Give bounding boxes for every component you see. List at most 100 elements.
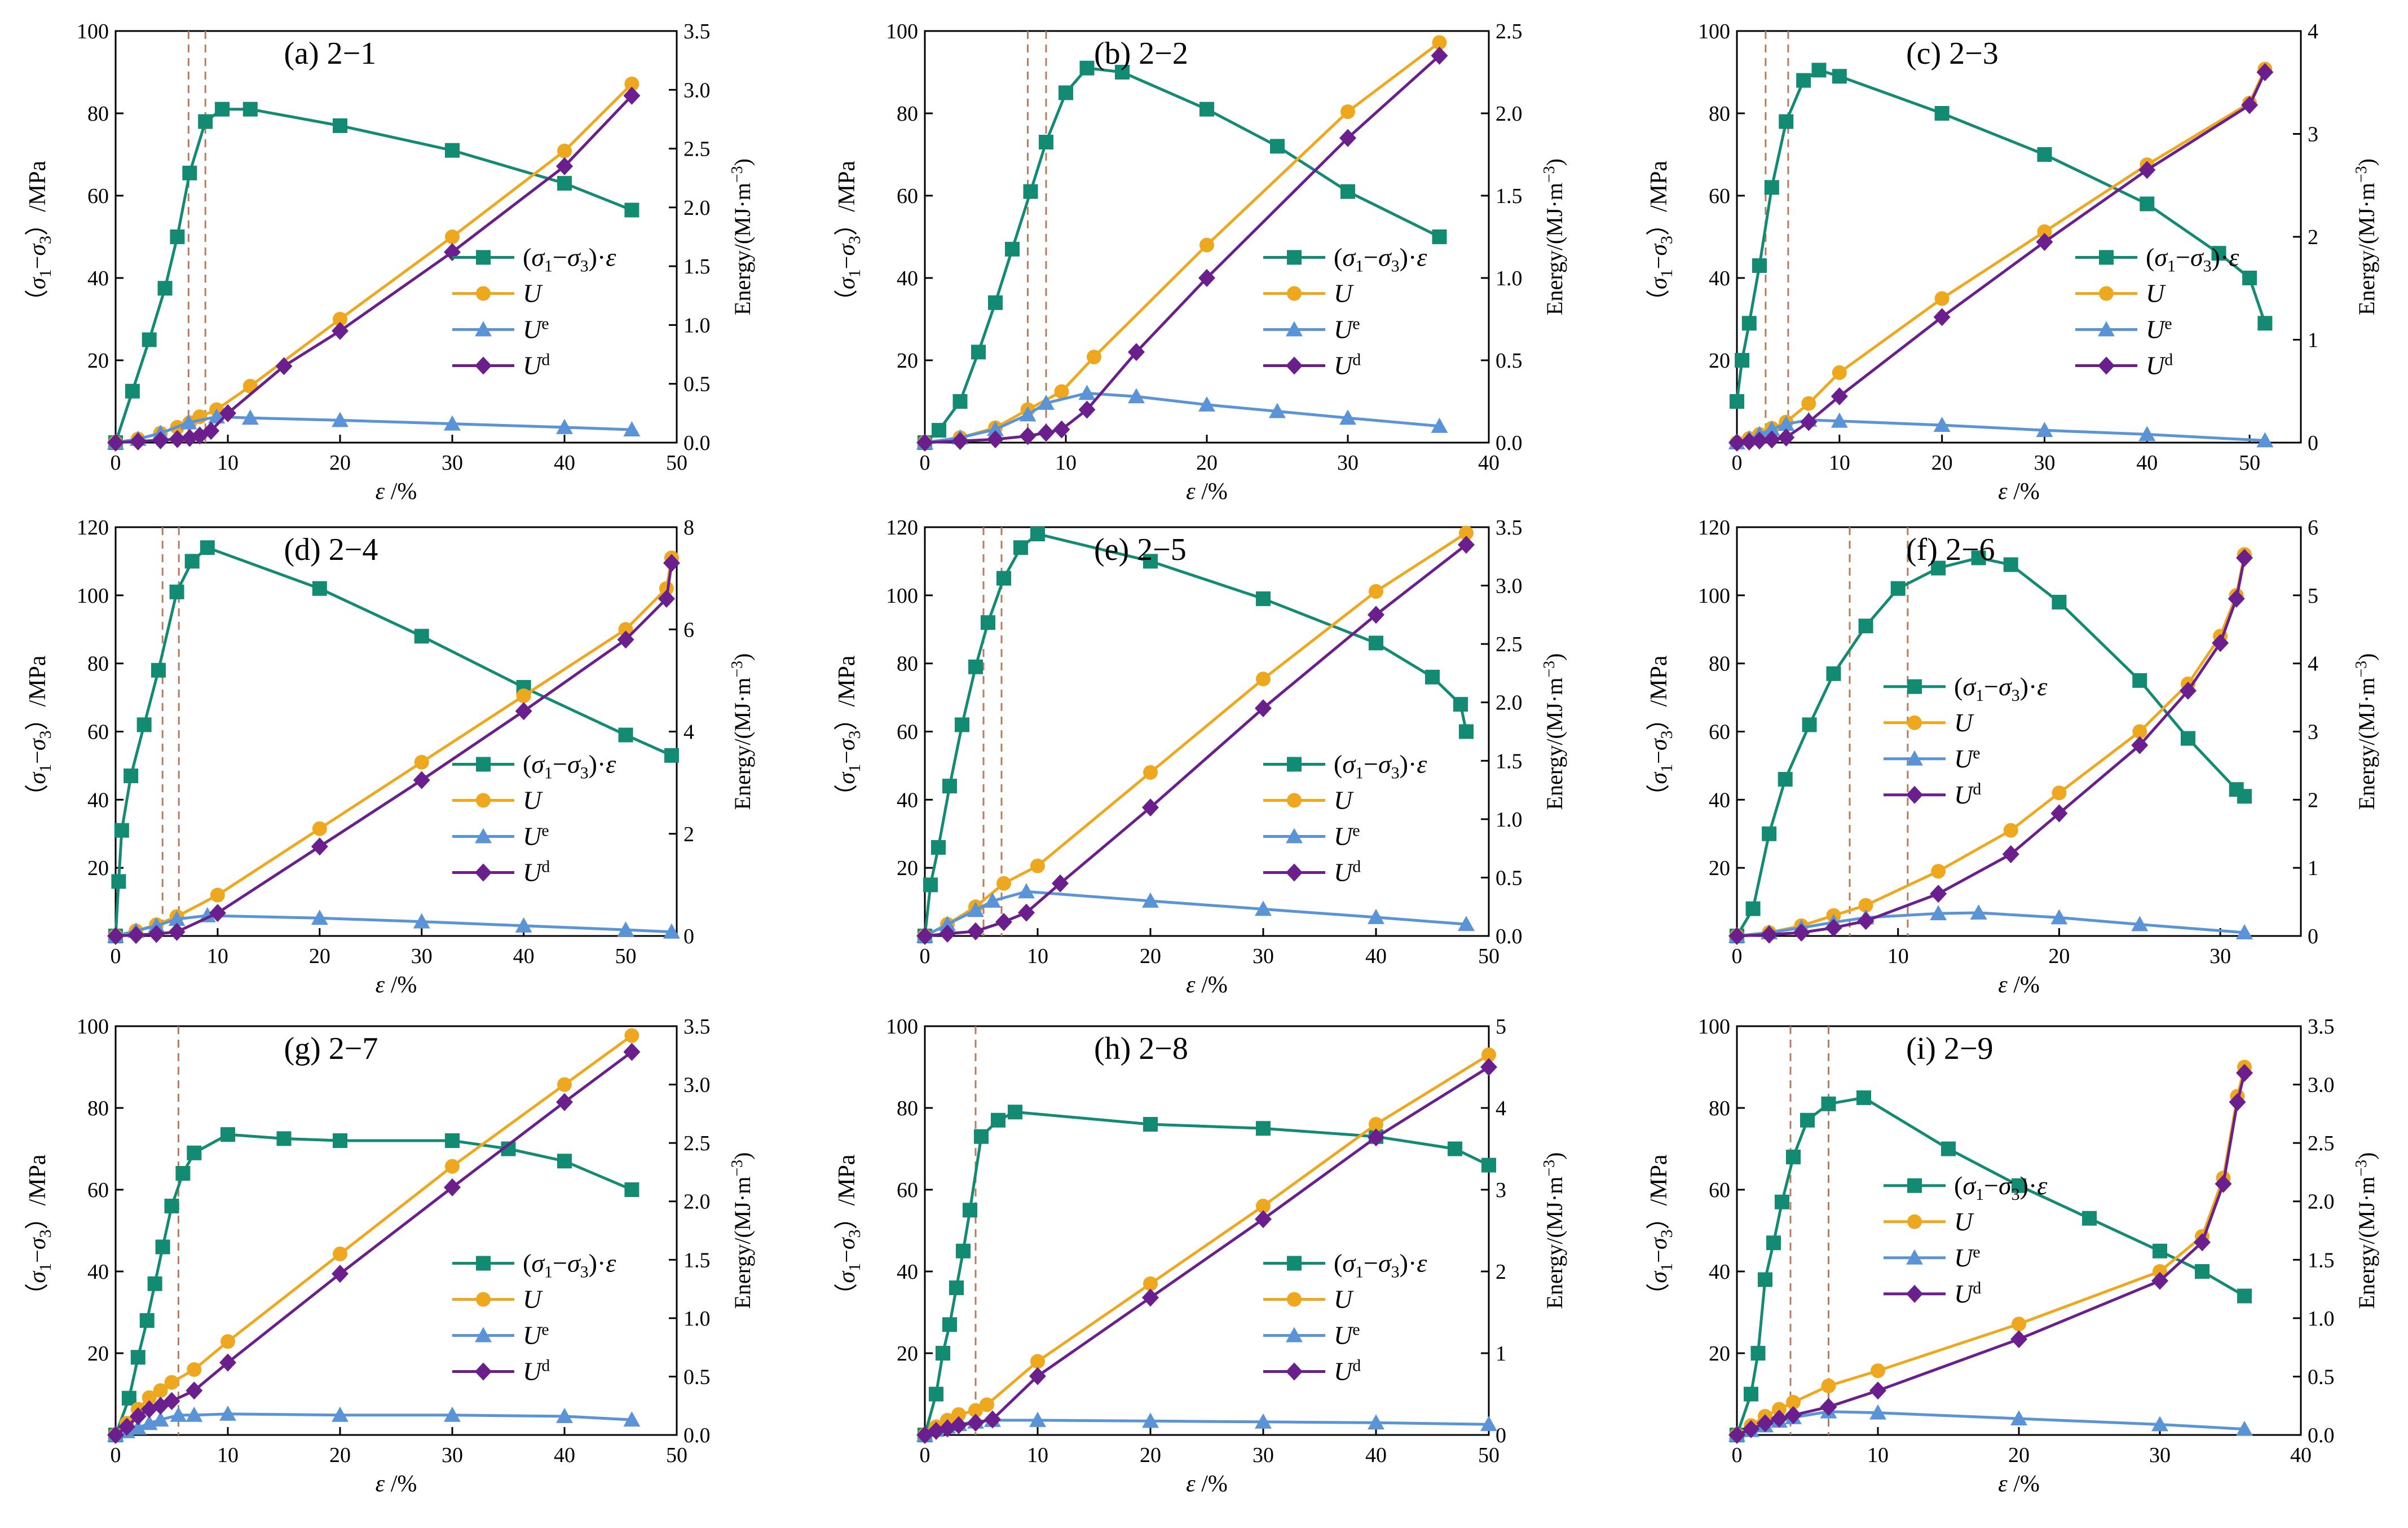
data-point-ud: [951, 432, 969, 451]
data-point-u: [333, 1246, 347, 1261]
x-tick-label: 30: [1252, 944, 1274, 968]
data-point-ud: [967, 922, 984, 940]
y-axis-label: （σ1−σ3）/MPa: [1646, 161, 1676, 313]
data-point-stress: [2195, 1264, 2209, 1279]
data-point-u: [1369, 1117, 1383, 1132]
legend-marker-u: [476, 1292, 491, 1307]
y2-tick-label: 2.5: [683, 138, 711, 161]
data-point-ud: [916, 434, 933, 452]
data-point-stress: [1826, 666, 1841, 681]
data-point-stress: [2052, 594, 2067, 610]
legend-label-u: U: [523, 279, 543, 308]
legend: (σ1−σ3)·ε U Ue Ud: [1263, 243, 1427, 380]
data-point-ud: [186, 1381, 203, 1400]
data-point-u: [618, 622, 633, 637]
y2-axis-label: Energy/(MJ·m−3): [2353, 653, 2379, 810]
data-point-stress: [445, 143, 460, 158]
data-point-ue: [1933, 416, 1951, 432]
y-tick-label: 60: [897, 184, 918, 208]
data-point-ue: [413, 913, 430, 929]
legend-entry-stress: (σ1−σ3)·ε: [1884, 672, 2048, 705]
data-point-stress: [996, 571, 1011, 586]
series-ud: [107, 554, 680, 945]
data-point-stress: [130, 1350, 145, 1365]
x-tick-label: 30: [442, 1443, 463, 1467]
y-axis-label: （σ1−σ3）/MPa: [1646, 1154, 1676, 1307]
legend-label-ud: Ud: [523, 1357, 550, 1386]
legend-label-ud: Ud: [1954, 1279, 1981, 1308]
y-tick-label: 60: [87, 1178, 109, 1202]
y-tick-label: 80: [1709, 652, 1730, 676]
data-point-ud: [311, 837, 328, 856]
data-point-stress: [164, 1199, 179, 1213]
data-point-ud: [1052, 874, 1069, 893]
chart-title: (c) 2−3: [1906, 36, 1999, 71]
legend-label-ud: Ud: [1334, 858, 1361, 887]
data-point-u: [2132, 724, 2147, 739]
svg-text:Energy/(MJ·m−3): Energy/(MJ·m−3): [729, 653, 755, 810]
series-line-ud: [1735, 556, 2246, 938]
chart-title: (a) 2−1: [284, 36, 377, 71]
data-point-stress: [932, 423, 946, 438]
data-point-ue: [1831, 412, 1848, 428]
svg-text:（σ1−σ3）/MPa: （σ1−σ3）/MPa: [25, 161, 55, 313]
y2-axis-label: Energy/(MJ·m−3): [2353, 1152, 2379, 1309]
data-point-ud: [1763, 430, 1780, 449]
data-point-u: [142, 1390, 157, 1405]
legend-entry-ue: Ue: [1263, 1321, 1360, 1350]
x-tick-label: 0: [1732, 451, 1743, 475]
plot-frame: [114, 526, 678, 937]
svg-text:Energy/(MJ·m−3): Energy/(MJ·m−3): [729, 158, 755, 315]
y2-tick-label: 3.0: [683, 78, 711, 102]
y-tick-label: 100: [886, 1015, 918, 1039]
data-point-u: [557, 143, 572, 158]
series-line-ue: [1735, 418, 2266, 444]
x-tick-label: 20: [1140, 1443, 1161, 1467]
x-axis-label: ε /%: [1998, 479, 2040, 505]
data-point-ud: [1480, 1058, 1497, 1076]
data-point-stress: [333, 118, 347, 133]
data-point-ue: [180, 414, 197, 430]
y2-tick-label: 0.5: [683, 1365, 711, 1389]
data-point-stress: [312, 581, 327, 596]
data-point-ud: [984, 1410, 1001, 1429]
legend-marker-stress: [1287, 757, 1302, 772]
data-point-stress: [142, 332, 157, 347]
x-tick-label: 0: [920, 944, 930, 968]
svg-text:（σ1−σ3）/MPa: （σ1−σ3）/MPa: [834, 1154, 864, 1307]
legend-label-ud: Ud: [1954, 780, 1981, 809]
data-point-u: [2012, 1317, 2026, 1332]
data-point-ue: [1869, 1404, 1886, 1420]
data-point-ud: [2194, 1233, 2211, 1252]
chart-title: (h) 2−8: [1094, 1031, 1188, 1066]
legend-marker-u: [476, 286, 491, 301]
chart-panel-1: 0 10 20 30 40 50 20 40 60 80 100 0.0 0.5 1.0 1.5 2.0 2.5…: [25, 20, 755, 505]
data-point-ue: [2010, 1410, 2027, 1425]
data-point-ue: [1128, 388, 1145, 404]
data-point-ue: [1368, 908, 1384, 924]
x-tick-label: 0: [920, 451, 930, 475]
data-point-ud: [1757, 1414, 1774, 1433]
legend-marker-u: [1287, 793, 1302, 808]
data-point-ue: [444, 415, 461, 431]
data-point-stress: [1971, 550, 1986, 566]
y-tick-label: 100: [1698, 1015, 1730, 1039]
y-tick-label: 40: [87, 1260, 109, 1284]
data-point-stress: [136, 717, 152, 732]
svg-text:Energy/(MJ·m−3): Energy/(MJ·m−3): [1541, 653, 1567, 810]
legend-entry-ue: Ue: [2075, 315, 2172, 344]
data-point-ue: [1038, 394, 1055, 410]
series-ue: [916, 883, 1475, 943]
data-point-stress: [1941, 1141, 1956, 1156]
x-tick-label: 10: [1829, 451, 1850, 475]
x-axis-label: ε /%: [1998, 1471, 2040, 1497]
y-tick-label: 80: [87, 1097, 109, 1120]
data-point-stress: [139, 1313, 155, 1328]
legend-marker-stress: [1907, 1178, 1922, 1193]
data-point-stress: [1270, 139, 1285, 154]
data-point-ud: [663, 554, 680, 572]
y-tick-label: 80: [897, 652, 918, 676]
y2-tick-label: 2.0: [1496, 102, 1523, 126]
x-tick-label: 0: [111, 1443, 121, 1467]
data-point-ue: [1142, 892, 1159, 908]
